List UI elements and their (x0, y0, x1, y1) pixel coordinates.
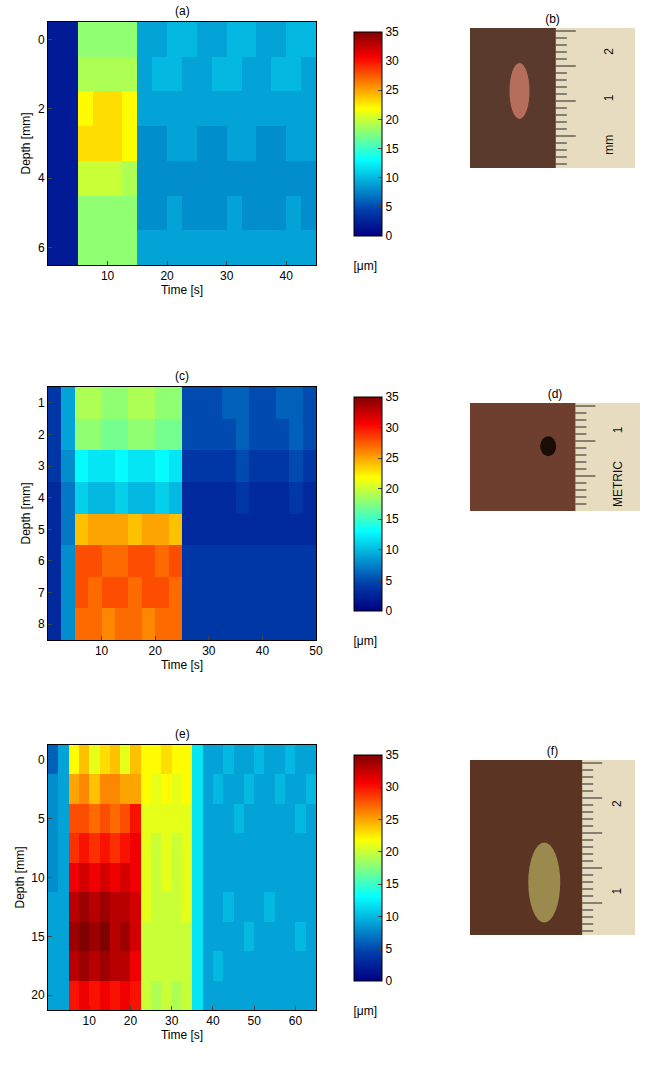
svg-text:20: 20 (385, 482, 399, 496)
svg-text:30: 30 (220, 269, 234, 283)
svg-text:0: 0 (38, 33, 45, 47)
svg-text:25: 25 (385, 83, 399, 97)
svg-text:0: 0 (385, 604, 392, 618)
svg-text:(b): (b) (545, 12, 560, 26)
svg-text:20: 20 (124, 1014, 138, 1028)
svg-text:(d): (d) (548, 387, 563, 401)
svg-text:Depth [mm]: Depth [mm] (19, 112, 33, 174)
svg-text:10: 10 (95, 644, 109, 658)
svg-text:8: 8 (38, 617, 45, 631)
svg-text:(f): (f) (547, 744, 558, 758)
svg-text:10: 10 (31, 871, 45, 885)
svg-text:6: 6 (38, 241, 45, 255)
svg-text:30: 30 (385, 54, 399, 68)
svg-text:50: 50 (309, 644, 323, 658)
svg-text:20: 20 (31, 988, 45, 1002)
svg-text:15: 15 (31, 930, 45, 944)
svg-text:10: 10 (101, 269, 115, 283)
svg-text:15: 15 (385, 877, 399, 891)
svg-text:50: 50 (247, 1014, 261, 1028)
svg-text:20: 20 (149, 644, 163, 658)
svg-text:1: 1 (611, 426, 625, 433)
svg-text:3: 3 (38, 459, 45, 473)
svg-text:20: 20 (385, 845, 399, 859)
svg-text:Time [s]: Time [s] (161, 1028, 203, 1042)
svg-text:4: 4 (38, 491, 45, 505)
svg-text:mm: mm (602, 135, 616, 155)
svg-text:15: 15 (385, 512, 399, 526)
svg-text:30: 30 (202, 644, 216, 658)
svg-text:20: 20 (160, 269, 174, 283)
svg-text:1: 1 (602, 94, 616, 101)
svg-text:25: 25 (385, 451, 399, 465)
svg-text:2: 2 (610, 800, 624, 807)
svg-text:25: 25 (385, 813, 399, 827)
svg-text:40: 40 (206, 1014, 220, 1028)
svg-text:2: 2 (602, 48, 616, 55)
svg-text:Depth [mm]: Depth [mm] (13, 846, 27, 908)
svg-text:[μm]: [μm] (354, 1004, 378, 1018)
svg-text:30: 30 (385, 421, 399, 435)
svg-text:2: 2 (38, 102, 45, 116)
svg-text:METRIC: METRIC (611, 461, 625, 507)
svg-text:20: 20 (385, 113, 399, 127)
svg-text:40: 40 (256, 644, 270, 658)
svg-text:0: 0 (385, 974, 392, 988)
svg-text:35: 35 (385, 748, 399, 762)
svg-text:10: 10 (385, 171, 399, 185)
svg-text:1: 1 (610, 888, 624, 895)
svg-text:(c): (c) (175, 369, 189, 383)
svg-text:10: 10 (83, 1014, 97, 1028)
svg-text:5: 5 (385, 574, 392, 588)
svg-text:4: 4 (38, 171, 45, 185)
svg-text:Depth [mm]: Depth [mm] (19, 482, 33, 544)
svg-text:[μm]: [μm] (354, 634, 378, 648)
svg-text:35: 35 (385, 390, 399, 404)
svg-text:30: 30 (165, 1014, 179, 1028)
svg-text:Time [s]: Time [s] (161, 658, 203, 672)
svg-text:10: 10 (385, 910, 399, 924)
svg-text:5: 5 (38, 523, 45, 537)
svg-text:60: 60 (289, 1014, 303, 1028)
svg-text:5: 5 (38, 812, 45, 826)
svg-text:(e): (e) (175, 727, 190, 741)
svg-text:6: 6 (38, 554, 45, 568)
svg-text:5: 5 (385, 942, 392, 956)
svg-text:Time [s]: Time [s] (161, 283, 203, 297)
svg-text:(a): (a) (175, 4, 190, 18)
svg-text:35: 35 (385, 25, 399, 39)
svg-text:40: 40 (280, 269, 294, 283)
svg-text:2: 2 (38, 428, 45, 442)
svg-text:30: 30 (385, 780, 399, 794)
svg-text:0: 0 (38, 753, 45, 767)
svg-text:5: 5 (385, 200, 392, 214)
svg-text:15: 15 (385, 142, 399, 156)
svg-text:7: 7 (38, 586, 45, 600)
svg-text:[μm]: [μm] (354, 259, 378, 273)
svg-text:1: 1 (38, 396, 45, 410)
svg-text:10: 10 (385, 543, 399, 557)
svg-text:0: 0 (385, 229, 392, 243)
